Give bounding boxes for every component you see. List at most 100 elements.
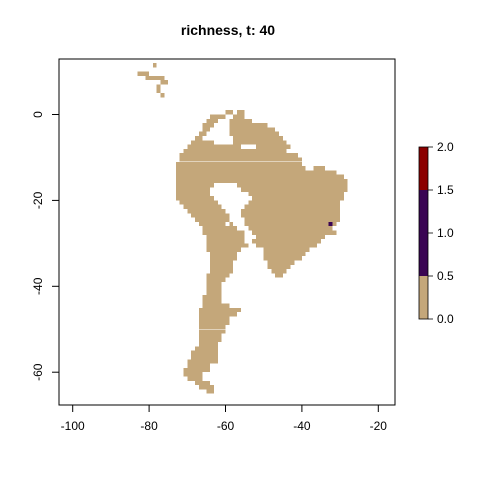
y-tick-label: -60 (31, 363, 45, 381)
land-cell-block (248, 226, 333, 231)
land-cell-block (229, 123, 268, 128)
land-cell-block (233, 114, 245, 119)
land-cell-block (198, 385, 215, 390)
land-cell-block (259, 239, 321, 244)
land-cell-block (206, 286, 222, 291)
richness-cell (210, 350, 215, 356)
land-cell-block (252, 196, 344, 201)
land-cell-block (248, 191, 344, 197)
land-cell-block (198, 312, 237, 317)
land-cell-block (206, 243, 249, 248)
richness-cell (256, 243, 260, 248)
land-cell-block (183, 372, 203, 377)
land-cell-block (229, 118, 253, 124)
land-cell-block (179, 200, 218, 205)
land-cell-block (160, 80, 169, 85)
richness-cell (210, 346, 215, 351)
land-cell-block (175, 166, 306, 171)
richness-cell (328, 230, 333, 235)
land-cells (137, 62, 348, 394)
richness-cell (252, 135, 257, 141)
richness-cell (252, 131, 257, 136)
land-cell-block (194, 380, 211, 386)
land-cell-block (191, 140, 215, 145)
richness-cell (229, 226, 234, 231)
land-cell-block (236, 110, 245, 115)
land-cell-block (210, 260, 234, 265)
richness-cell (198, 178, 203, 184)
land-cell-block (210, 256, 237, 261)
richness-cell (317, 217, 321, 222)
legend-tick-label: 0.5 (437, 269, 454, 283)
land-cell-block (263, 256, 302, 261)
legend-tick-label: 0.0 (437, 312, 454, 326)
richness-cell (324, 221, 329, 227)
richness-cell (210, 299, 215, 304)
land-cell-block (263, 251, 306, 257)
y-tick-label: -20 (31, 191, 45, 209)
land-cell-block (183, 204, 222, 209)
x-tick-label: -40 (293, 419, 311, 433)
land-cell-block (233, 135, 283, 141)
richness-cell (278, 144, 283, 149)
richness-cell (202, 183, 207, 188)
richness-cell (259, 243, 264, 248)
richness-cell (321, 217, 325, 222)
land-cell-block (206, 118, 218, 124)
land-cell-block (194, 217, 230, 222)
land-cell-block (175, 196, 215, 201)
legend-bin (419, 147, 428, 190)
richness-cell (263, 239, 268, 244)
richness-cell (252, 239, 257, 244)
x-tick-label: -60 (217, 419, 235, 433)
x-tick-label: -100 (61, 419, 85, 433)
land-cell-block (187, 363, 211, 368)
land-cell-block (202, 294, 222, 300)
richness-cell (229, 221, 234, 227)
richness-cell (233, 243, 237, 248)
legend-ticks: 0.0 0.5 1.0 1.5 2.0 (428, 140, 454, 326)
land-cell-block (275, 273, 283, 278)
legend-bin (419, 276, 428, 319)
land-cell-block (198, 333, 222, 338)
richness-cell (221, 303, 226, 308)
land-cell-block (206, 239, 245, 244)
richness-cell (217, 307, 222, 313)
land-cell-block (191, 213, 230, 218)
richness-cell (236, 247, 241, 252)
land-cell-block (175, 178, 348, 184)
land-cell-block (225, 110, 234, 115)
land-cell-block (206, 273, 230, 278)
land-cell-block (152, 62, 157, 68)
richness-cell (214, 307, 218, 313)
x-axis: -100 -80 -60 -40 -20 (61, 404, 387, 433)
land-cell-block (183, 367, 211, 373)
y-tick-label: -40 (31, 277, 45, 295)
richness-cell (275, 148, 279, 154)
land-cell-block (210, 114, 226, 119)
land-cell-block (263, 247, 310, 252)
land-cell-block (198, 324, 226, 330)
land-cell-block (160, 93, 165, 98)
land-cell-block (252, 230, 329, 235)
land-cell-block (248, 200, 341, 205)
land-cell-block (202, 226, 237, 231)
land-cell-block (194, 135, 203, 141)
richness-cell (275, 140, 279, 145)
land-cell-block (240, 213, 341, 218)
y-tick-label: 0 (31, 111, 45, 118)
land-cell-block (240, 187, 348, 192)
richness-cell (198, 187, 203, 192)
land-cell-block (271, 269, 287, 274)
land-cell-block (206, 389, 215, 394)
land-cell-block (248, 221, 337, 227)
richness-cell (206, 350, 211, 356)
land-cell-block (175, 170, 337, 175)
land-cell-block (175, 161, 302, 167)
richness-cell (332, 230, 337, 235)
land-cell-block (175, 191, 211, 197)
richness-cell (259, 239, 264, 244)
land-cell-block (267, 264, 291, 270)
richness-cell (225, 217, 230, 222)
